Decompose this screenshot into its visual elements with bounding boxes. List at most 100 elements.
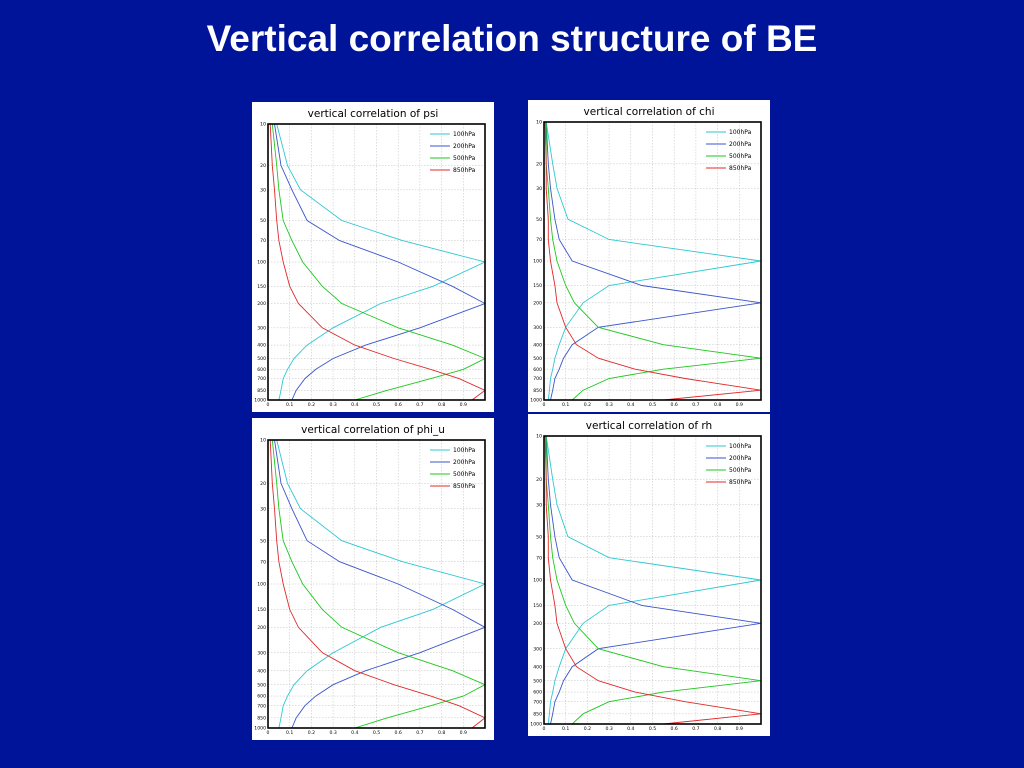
series-line-500hPa [271,439,487,729]
legend-label: 100hPa [729,129,752,136]
x-tick-label: 0.4 [351,730,358,736]
y-tick-label: 50 [260,218,266,224]
legend-label: 100hPa [453,131,476,138]
y-tick-label: 400 [533,342,542,348]
x-tick-label: 0.6 [395,730,402,736]
series-line-100hPa [545,435,762,725]
series-line-100hPa [276,439,487,729]
y-tick-label: 100 [533,259,542,265]
x-tick-label: 0.3 [329,730,336,736]
y-tick-label: 20 [536,477,542,483]
plot-frame [267,439,486,729]
chart-phi-u: vertical correlation of phi_u 10 20 30 50 70 1… [254,424,487,736]
x-tick-label: 0.2 [584,726,591,732]
series-line-100hPa [276,123,487,401]
x-tick-label: 0.8 [714,726,721,732]
x-tick-label: 0.9 [736,402,743,408]
x-tick-label: 0 [267,402,270,408]
chart-panel-psi: vertical correlation of psi 10 20 30 50 70 100… [252,102,494,412]
x-tick-label: 0.2 [584,402,591,408]
series-line-500hPa [545,436,762,725]
x-tick-label: 0.1 [286,730,293,736]
y-tick-label: 850 [257,388,266,394]
legend-label: 500hPa [453,155,476,162]
x-tick-label: 0.1 [562,402,569,408]
y-tick-label: 500 [533,678,542,684]
x-tick-label: 0.4 [627,726,634,732]
y-tick-label: 300 [257,650,266,656]
y-tick-label: 600 [533,367,542,373]
x-tick-label: 0.7 [416,402,423,408]
y-tick-label: 150 [257,284,266,290]
y-tick-label: 70 [536,237,542,243]
y-tick-label: 500 [533,356,542,362]
x-tick-label: 0.5 [649,402,656,408]
y-tick-label: 10 [260,438,266,444]
legend-label: 200hPa [729,455,752,462]
plot-frame [267,123,486,401]
x-tick-label: 0.9 [460,402,467,408]
legend: 100hPa 200hPa 500hPa 850hPa [430,131,476,174]
series-line-500hPa [545,122,762,401]
legend-label: 200hPa [453,459,476,466]
legend-label: 500hPa [453,471,476,478]
x-tick-label: 0.3 [605,402,612,408]
x-tick-label: 0.7 [692,402,699,408]
y-tick-label: 700 [533,376,542,382]
y-tick-label: 200 [533,300,542,306]
y-tick-label: 70 [260,559,266,565]
legend: 100hPa 200hPa 500hPa 850hPa [430,447,476,490]
chart-rh: vertical correlation of rh 10 20 30 50 70 100 1… [530,420,762,732]
y-tick-label: 200 [257,301,266,307]
grid [268,123,485,401]
slide-title: Vertical correlation structure of BE [206,18,818,59]
y-tick-label: 850 [533,711,542,717]
x-tick-label: 0.2 [308,730,315,736]
y-tick-label: 70 [536,555,542,561]
chart-chi: vertical correlation of chi 10 20 30 50 70 100… [530,106,762,408]
series-line-850hPa [269,123,486,401]
legend: 100hPa 200hPa 500hPa 850hPa [706,443,752,486]
x-tick-label: 0.1 [562,726,569,732]
y-tick-label: 10 [536,434,542,440]
y-tick-label: 700 [533,699,542,705]
series-line-850hPa [544,435,762,725]
x-tick-label: 0.5 [373,730,380,736]
y-tick-label: 30 [536,502,542,508]
series-line-500hPa [271,123,487,401]
x-tick-label: 0 [267,730,270,736]
x-tick-label: 0.8 [438,402,445,408]
y-tick-label: 1000 [530,398,542,404]
x-tick-label: 0.9 [460,730,467,736]
chart-panel-chi: vertical correlation of chi 10 20 30 50 70 100… [528,100,770,412]
y-tick-label: 100 [257,582,266,588]
y-tick-label: 200 [533,621,542,627]
y-tick-label: 700 [257,703,266,709]
plot-frame [543,435,762,725]
legend-label: 500hPa [729,153,752,160]
y-tick-label: 10 [536,120,542,126]
x-tick-label: 0.5 [649,726,656,732]
x-tick-label: 0.4 [627,402,634,408]
legend-label: 850hPa [729,165,752,172]
y-tick-label: 30 [260,187,266,193]
chart-title: vertical correlation of chi [584,106,715,118]
y-tick-label: 100 [533,578,542,584]
y-tick-label: 600 [533,690,542,696]
x-tick-label: 0.2 [308,402,315,408]
y-tick-label: 100 [257,260,266,266]
x-tick-label: 0.3 [329,402,336,408]
y-tick-label: 50 [536,217,542,223]
y-tick-label: 20 [536,161,542,167]
y-tick-label: 70 [260,238,266,244]
x-tick-label: 0.8 [714,402,721,408]
x-tick-label: 0.6 [671,402,678,408]
x-tick-label: 0.3 [605,726,612,732]
y-tick-label: 400 [257,343,266,349]
y-tick-label: 400 [257,668,266,674]
y-tick-label: 20 [260,163,266,169]
legend-label: 850hPa [453,483,476,490]
y-tick-label: 850 [533,388,542,394]
y-tick-label: 600 [257,367,266,373]
chart-panel-phi-u: vertical correlation of phi_u 10 20 30 50 70 1… [252,418,494,740]
